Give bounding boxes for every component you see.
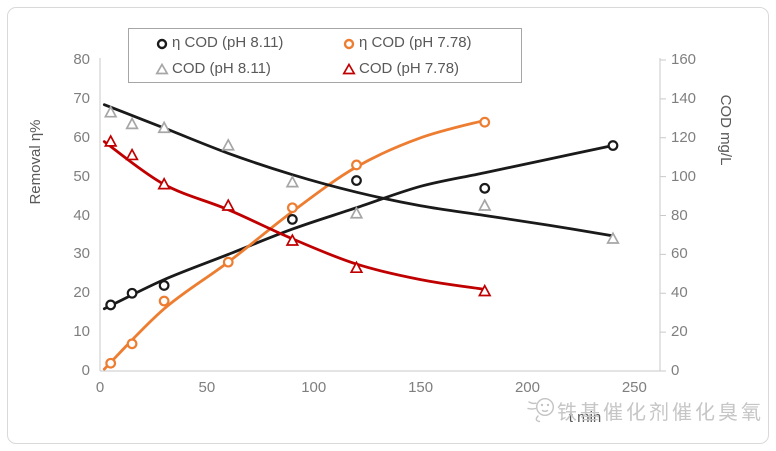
legend-item-3: COD (pH 7.78) (342, 57, 507, 81)
x-tick-label: 250 (621, 379, 647, 396)
data-point-circle (479, 182, 491, 194)
y-right-tick-label: 100 (671, 167, 697, 185)
y-right-tick-label: 160 (671, 51, 697, 68)
legend-item-0: η COD (pH 8.11) (155, 31, 342, 55)
data-point-triangle (606, 231, 620, 244)
legend-item-2: COD (pH 8.11) (155, 57, 342, 81)
y-left-tick-label: 10 (73, 323, 90, 341)
data-point-circle (158, 280, 170, 291)
legend-marker-triangle-icon (342, 62, 356, 74)
data-point-triangle (221, 138, 235, 151)
y-left-tick-label: 50 (73, 167, 90, 185)
data-point-circle (222, 256, 234, 268)
data-point-triangle (125, 147, 139, 161)
legend-marker-circle-icon (343, 38, 355, 49)
legend-item-label: η COD (pH 8.11) (172, 33, 284, 51)
x-tick-label: 200 (514, 379, 540, 396)
x-tick-label: 150 (408, 379, 434, 396)
data-point-circle (158, 295, 170, 307)
data-point-triangle (349, 206, 364, 219)
y-left-tick-label: 0 (81, 362, 90, 379)
legend-item-1: η COD (pH 7.78) (342, 31, 507, 55)
data-point-triangle (125, 116, 139, 130)
data-point-triangle (285, 233, 300, 246)
y-right-tick-label: 20 (671, 323, 688, 341)
data-point-triangle (478, 283, 492, 297)
data-point-triangle (349, 260, 364, 274)
y-right-tick-label: 60 (671, 245, 688, 263)
data-point-triangle (103, 134, 118, 147)
y-left-tick-label: 80 (73, 51, 90, 68)
data-point-circle (286, 213, 298, 225)
trend-line-triangle (102, 103, 615, 238)
legend: η COD (pH 8.11) η COD (pH 7.78) COD (pH 8.… (128, 28, 522, 83)
legend-item-label: COD (pH 8.11) (172, 59, 271, 77)
data-point-triangle (285, 175, 300, 188)
legend-marker-triangle-icon (155, 62, 169, 74)
data-point-triangle (103, 105, 118, 118)
x-axis-title: t min (568, 409, 602, 426)
y-left-tick-label: 40 (73, 206, 90, 224)
watermark-mascot-icon (527, 397, 555, 423)
data-point-circle (105, 299, 117, 311)
x-tick-label: 100 (301, 379, 327, 396)
watermark-text: 铁基催化剂催化臭氧 (557, 402, 764, 424)
data-point-circle (607, 140, 619, 151)
y-right-tick-label: 140 (671, 89, 697, 107)
x-tick-label: 50 (198, 379, 216, 396)
data-point-triangle (478, 198, 492, 211)
trend-line-circle (102, 144, 615, 311)
data-point-circle (286, 202, 298, 214)
y-left-tick-label: 70 (73, 89, 90, 107)
y-right-tick-label: 40 (671, 284, 688, 302)
y-right-tick-label: 0 (671, 362, 680, 379)
legend-item-label: COD (pH 7.78) (359, 59, 460, 77)
data-point-circle (105, 357, 117, 369)
data-point-triangle (221, 198, 235, 211)
y-right-tick-label: 120 (671, 128, 697, 146)
x-tick-label: 0 (95, 379, 105, 396)
y-right-axis-title: COD mg/L (717, 94, 734, 166)
data-point-triangle (157, 177, 171, 190)
y-left-axis-title: Removal η% (27, 119, 44, 205)
data-point-circle (351, 159, 362, 171)
data-point-circle (126, 338, 138, 350)
legend-marker-circle-icon (156, 38, 168, 49)
data-point-circle (351, 175, 362, 186)
data-point-circle (126, 287, 138, 299)
legend-item-label: η COD (pH 7.78) (359, 33, 472, 51)
y-left-tick-label: 20 (73, 284, 90, 302)
y-right-tick-label: 80 (671, 206, 688, 224)
data-point-circle (479, 116, 491, 128)
y-left-tick-label: 30 (73, 245, 90, 263)
data-point-triangle (157, 120, 171, 134)
y-left-tick-label: 60 (73, 128, 90, 146)
